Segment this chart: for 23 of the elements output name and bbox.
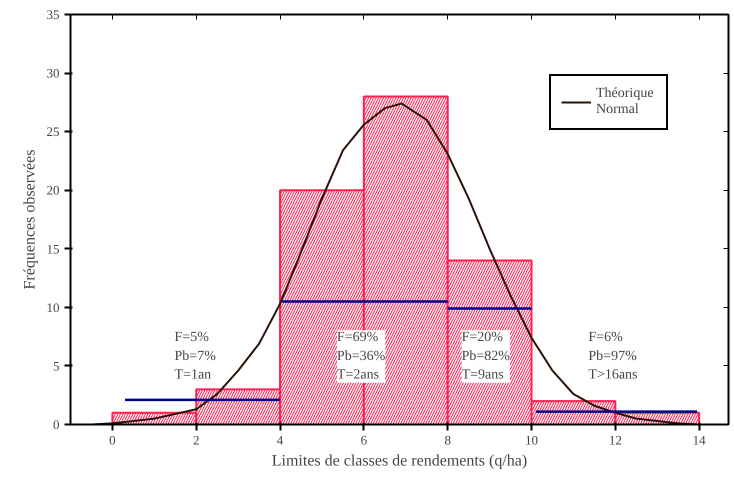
x-tick-label: 2 [192, 432, 200, 448]
y-tick-label: 0 [53, 417, 60, 432]
y-tick-label: 25 [46, 124, 60, 140]
annotation: F=6% Pb=97% T>16ans [588, 330, 638, 383]
x-axis-title: Limites de classes de rendements (q/ha) [272, 452, 528, 470]
x-tick-label: 12 [608, 432, 622, 448]
x-tick-label: 6 [360, 432, 368, 448]
y-tick-label: 10 [46, 300, 60, 315]
x-tick-label: 8 [444, 432, 451, 448]
y-axis-title: Fréquences observées [22, 150, 38, 290]
x-tick-label: 0 [109, 432, 116, 448]
y-tick-label: 5 [53, 358, 60, 374]
annotation: F=69% Pb=36% T=2ans [336, 330, 386, 383]
y-tick-label: 20 [46, 182, 60, 198]
legend-label: Théorique Normal [596, 86, 655, 118]
y-tick-label: 15 [46, 241, 60, 256]
x-tick-label: 10 [525, 432, 538, 448]
annotation: F=5% Pb=7% T=1an [174, 330, 216, 383]
x-tick-label: 4 [276, 432, 284, 448]
x-tick-label: 14 [692, 432, 706, 448]
annotation: F=20% Pb=82% T=9ans [462, 330, 510, 383]
y-tick-label: 30 [46, 66, 60, 81]
y-tick-label: 35 [46, 7, 60, 22]
